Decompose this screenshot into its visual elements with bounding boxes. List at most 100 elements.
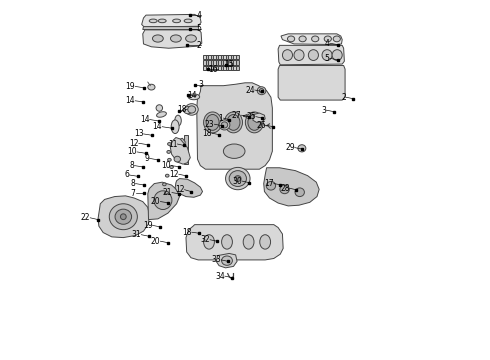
Ellipse shape: [185, 104, 198, 115]
Text: 4: 4: [325, 39, 330, 48]
Text: 20: 20: [151, 237, 160, 246]
Polygon shape: [216, 253, 237, 268]
Polygon shape: [170, 138, 190, 164]
Ellipse shape: [168, 143, 171, 145]
Ellipse shape: [229, 171, 246, 186]
Text: 14: 14: [140, 115, 149, 124]
Ellipse shape: [324, 36, 331, 42]
Bar: [226, 66, 229, 70]
Text: 21: 21: [162, 188, 172, 197]
Ellipse shape: [266, 181, 275, 190]
Ellipse shape: [171, 35, 181, 42]
Bar: [216, 66, 220, 70]
Bar: [228, 66, 232, 70]
Text: 3: 3: [321, 106, 326, 115]
Polygon shape: [278, 45, 344, 65]
Bar: [228, 60, 232, 65]
Polygon shape: [175, 138, 185, 151]
Ellipse shape: [259, 89, 264, 93]
Text: 18: 18: [177, 105, 187, 114]
Ellipse shape: [184, 19, 192, 23]
Ellipse shape: [165, 191, 169, 194]
Ellipse shape: [204, 112, 221, 133]
Text: 3: 3: [198, 80, 203, 89]
Ellipse shape: [294, 50, 304, 60]
Ellipse shape: [188, 94, 199, 100]
Bar: [218, 60, 222, 65]
Ellipse shape: [109, 204, 137, 230]
Ellipse shape: [224, 112, 243, 133]
Bar: [208, 55, 212, 59]
Text: 10: 10: [127, 148, 137, 157]
Text: 24: 24: [245, 86, 255, 95]
Ellipse shape: [299, 36, 306, 42]
Text: 19: 19: [143, 221, 152, 230]
Text: 17: 17: [264, 179, 274, 188]
Text: 25: 25: [246, 112, 256, 121]
Ellipse shape: [163, 183, 166, 186]
Ellipse shape: [295, 188, 304, 197]
Text: 29: 29: [285, 143, 294, 152]
Bar: [216, 55, 220, 59]
Text: 11: 11: [168, 140, 177, 149]
Bar: [211, 60, 214, 65]
Polygon shape: [98, 196, 149, 238]
Ellipse shape: [227, 114, 240, 130]
Ellipse shape: [172, 19, 180, 23]
Ellipse shape: [167, 150, 171, 153]
Ellipse shape: [280, 185, 289, 194]
Text: 5: 5: [196, 24, 201, 33]
Polygon shape: [142, 14, 201, 27]
Ellipse shape: [158, 19, 166, 23]
Ellipse shape: [260, 235, 270, 249]
Bar: [208, 60, 212, 65]
Polygon shape: [197, 83, 272, 169]
Polygon shape: [281, 34, 342, 45]
Bar: [206, 60, 209, 65]
Ellipse shape: [149, 19, 157, 23]
Bar: [206, 66, 209, 70]
Text: 8: 8: [131, 179, 136, 188]
Bar: [218, 55, 222, 59]
Ellipse shape: [235, 176, 241, 181]
Ellipse shape: [156, 105, 163, 111]
Text: 13: 13: [134, 130, 144, 139]
Ellipse shape: [174, 156, 180, 162]
Bar: [213, 66, 217, 70]
Text: 18: 18: [182, 228, 192, 237]
Bar: [231, 55, 234, 59]
Text: 19: 19: [125, 82, 135, 91]
Text: 15: 15: [224, 60, 233, 69]
Bar: [216, 60, 220, 65]
Bar: [213, 60, 217, 65]
Ellipse shape: [223, 144, 245, 158]
Bar: [233, 66, 237, 70]
Bar: [213, 55, 217, 59]
Bar: [233, 60, 237, 65]
Text: 20: 20: [151, 197, 160, 206]
Polygon shape: [186, 225, 283, 260]
Text: 26: 26: [257, 121, 267, 130]
Text: 2: 2: [341, 93, 346, 102]
Ellipse shape: [282, 50, 293, 60]
Ellipse shape: [245, 112, 263, 133]
Text: 14: 14: [125, 96, 135, 105]
Text: 5: 5: [325, 54, 330, 63]
Ellipse shape: [148, 84, 155, 90]
Ellipse shape: [219, 120, 230, 130]
Bar: [223, 66, 227, 70]
Text: 12: 12: [129, 139, 139, 148]
Bar: [218, 66, 222, 70]
Ellipse shape: [154, 191, 172, 210]
Bar: [236, 66, 239, 70]
Bar: [231, 66, 234, 70]
Bar: [223, 60, 227, 65]
Bar: [233, 55, 237, 59]
Ellipse shape: [152, 35, 163, 42]
Ellipse shape: [115, 209, 132, 224]
Ellipse shape: [168, 158, 171, 161]
Polygon shape: [264, 168, 319, 206]
Ellipse shape: [121, 214, 126, 220]
Text: 23: 23: [205, 120, 215, 129]
Ellipse shape: [298, 145, 306, 152]
